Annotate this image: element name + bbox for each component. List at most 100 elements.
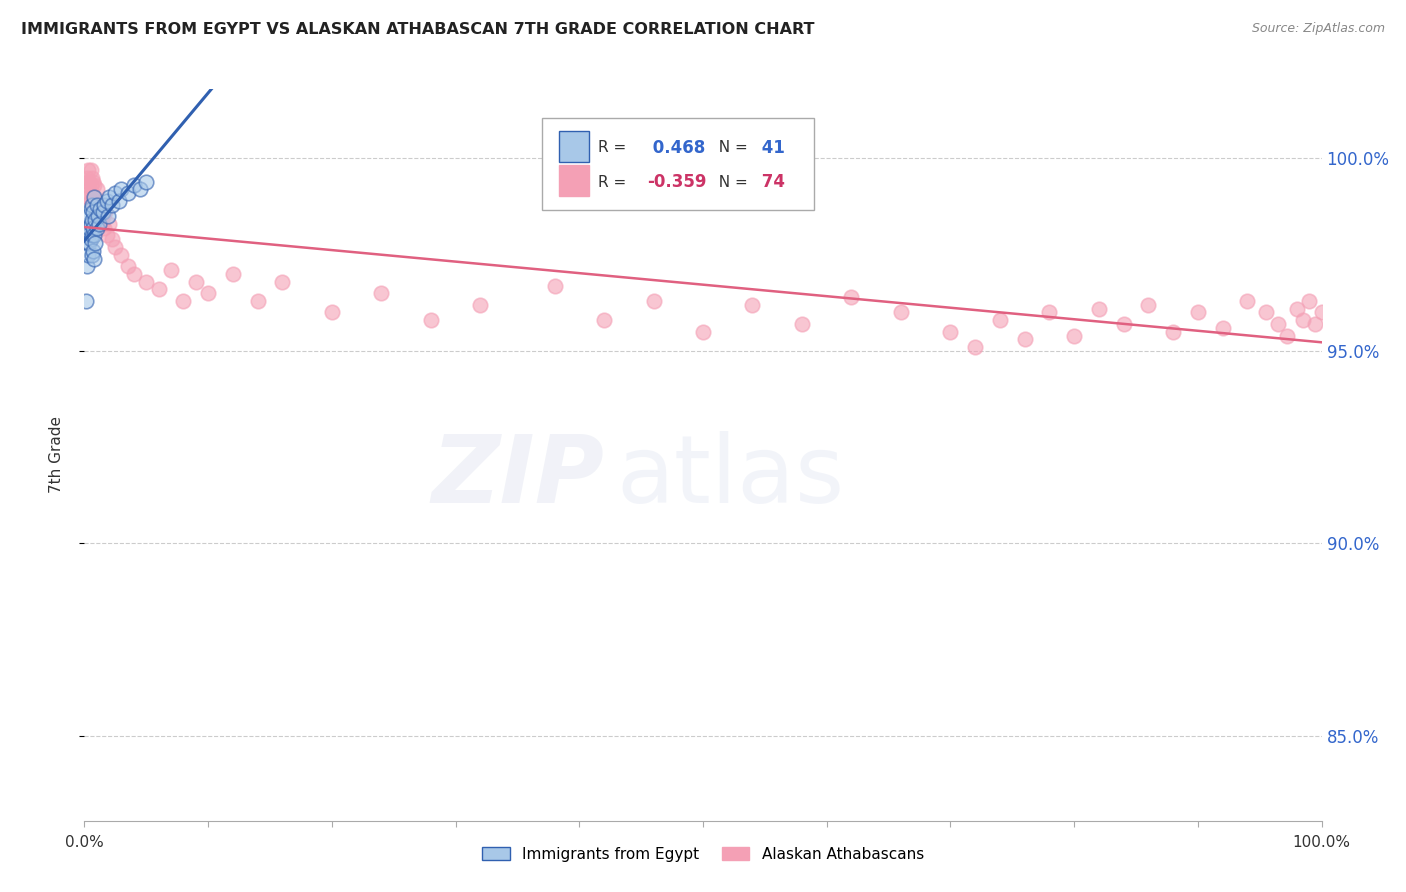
Point xyxy=(76,260,98,274)
Point xyxy=(77,248,100,262)
Text: 100.0%: 100.0% xyxy=(1292,835,1351,850)
Point xyxy=(643,293,665,308)
Point xyxy=(89,202,111,216)
Point xyxy=(790,317,813,331)
Point xyxy=(1292,313,1315,327)
Point xyxy=(1038,305,1060,319)
Point xyxy=(77,228,100,243)
Point xyxy=(741,298,763,312)
Point xyxy=(100,232,122,246)
Point xyxy=(77,190,100,204)
Point xyxy=(593,313,616,327)
Point xyxy=(80,248,103,262)
Point xyxy=(110,248,132,262)
Point xyxy=(93,197,115,211)
Point xyxy=(939,325,962,339)
Point xyxy=(122,267,145,281)
Point xyxy=(80,228,103,243)
Point xyxy=(79,178,101,193)
Point xyxy=(83,197,105,211)
Point xyxy=(104,186,127,201)
Point xyxy=(76,236,98,251)
Point xyxy=(84,236,107,251)
Point xyxy=(77,163,100,178)
Point xyxy=(93,220,115,235)
Point xyxy=(117,186,139,201)
Point xyxy=(1137,298,1160,312)
Text: IMMIGRANTS FROM EGYPT VS ALASKAN ATHABASCAN 7TH GRADE CORRELATION CHART: IMMIGRANTS FROM EGYPT VS ALASKAN ATHABAS… xyxy=(21,22,814,37)
Text: R =: R = xyxy=(598,140,626,155)
Point xyxy=(82,175,104,189)
Point xyxy=(75,178,97,193)
Legend: Immigrants from Egypt, Alaskan Athabascans: Immigrants from Egypt, Alaskan Athabasca… xyxy=(477,840,929,868)
Point xyxy=(1267,317,1289,331)
Point xyxy=(135,275,157,289)
Point xyxy=(83,178,105,193)
Point xyxy=(84,213,107,227)
Point xyxy=(75,293,97,308)
Point xyxy=(87,209,110,223)
Point xyxy=(89,197,111,211)
Point xyxy=(80,186,103,201)
Point xyxy=(91,209,114,223)
Point xyxy=(79,217,101,231)
Point xyxy=(543,278,565,293)
Point xyxy=(222,267,245,281)
Point xyxy=(1112,317,1135,331)
Point xyxy=(79,232,101,246)
Point xyxy=(97,209,120,223)
Point xyxy=(104,240,127,254)
Point xyxy=(1236,293,1258,308)
Point xyxy=(82,190,104,204)
Point xyxy=(1310,305,1333,319)
Point xyxy=(1063,328,1085,343)
Point xyxy=(988,313,1011,327)
Point xyxy=(98,190,121,204)
Point xyxy=(79,220,101,235)
Point xyxy=(89,213,111,227)
Text: -0.359: -0.359 xyxy=(647,173,707,191)
Point xyxy=(841,290,863,304)
Point xyxy=(1298,293,1320,308)
Point xyxy=(94,205,117,219)
Point xyxy=(76,170,98,185)
Point xyxy=(84,194,107,208)
Point xyxy=(91,205,114,219)
Point xyxy=(1014,333,1036,347)
Text: 74: 74 xyxy=(756,173,785,191)
Text: N =: N = xyxy=(709,175,748,190)
Point xyxy=(96,228,118,243)
Point xyxy=(1285,301,1308,316)
Point xyxy=(1275,328,1298,343)
Point xyxy=(87,202,110,216)
Text: 0.468: 0.468 xyxy=(647,139,706,157)
Point xyxy=(419,313,441,327)
Point xyxy=(197,286,219,301)
Point xyxy=(82,244,104,258)
Point xyxy=(83,228,105,243)
Point xyxy=(90,217,112,231)
Point xyxy=(135,175,157,189)
FancyBboxPatch shape xyxy=(560,165,589,196)
Point xyxy=(96,194,118,208)
Point xyxy=(184,275,207,289)
Point xyxy=(470,298,492,312)
Point xyxy=(79,194,101,208)
Text: 41: 41 xyxy=(756,139,785,157)
FancyBboxPatch shape xyxy=(560,131,589,161)
Point xyxy=(83,190,105,204)
Point xyxy=(79,236,101,251)
FancyBboxPatch shape xyxy=(543,119,814,210)
Point xyxy=(117,260,139,274)
Point xyxy=(79,186,101,201)
Point xyxy=(160,263,183,277)
Point xyxy=(692,325,714,339)
Text: Source: ZipAtlas.com: Source: ZipAtlas.com xyxy=(1251,22,1385,36)
Point xyxy=(83,252,105,266)
Point xyxy=(246,293,269,308)
Text: 0.0%: 0.0% xyxy=(65,835,104,850)
Point xyxy=(890,305,912,319)
Point xyxy=(1161,325,1184,339)
Point xyxy=(86,197,108,211)
Point xyxy=(965,340,987,354)
